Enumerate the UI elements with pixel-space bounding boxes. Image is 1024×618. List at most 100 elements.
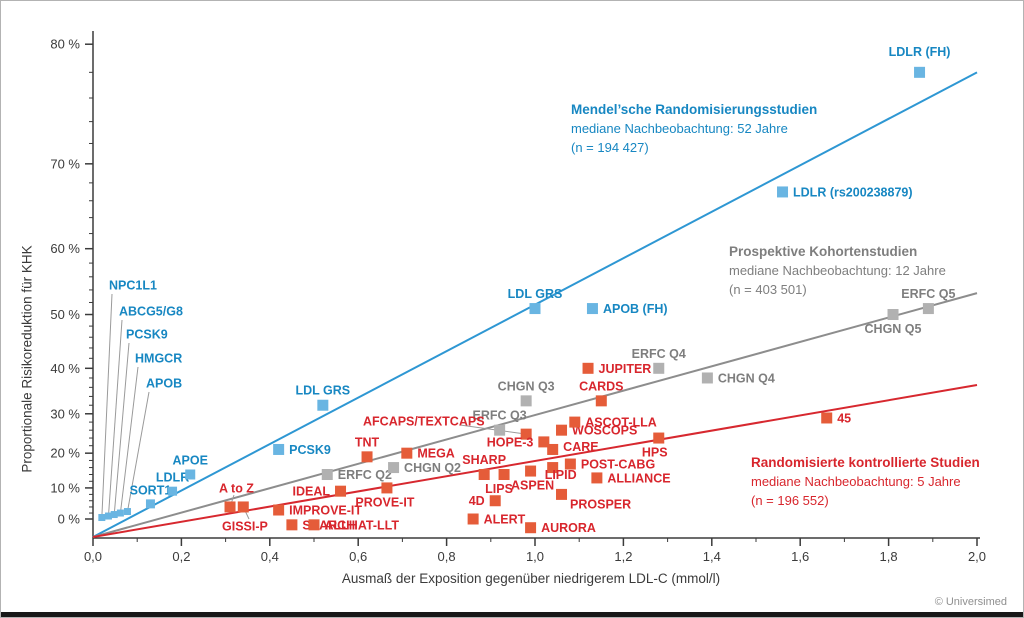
point-label-aspen: ASPEN [511,479,554,493]
point-label-hmgcr: HMGCR [135,352,182,366]
point-label-ldl-grs: LDL GRS [508,287,563,301]
leader-line-pcsk9 [113,342,130,515]
point-label-hps: HPS [642,446,668,460]
point-marker-erfc-q2 [321,469,333,481]
point-marker-pcsk9 [110,511,118,519]
leader-line-apob [126,391,150,512]
legend-n: (n = 196 552) [751,493,829,508]
point-marker-sort1 [145,499,155,509]
x-tick-label: 0,2 [172,549,190,564]
point-label-improve-it: IMPROVE-IT [289,504,362,518]
point-label-aurora: AURORA [541,521,596,535]
point-label-pcsk9: PCSK9 [289,443,331,457]
point-marker-improve-it [273,504,285,516]
point-label-pcsk9: PCSK9 [126,328,168,342]
point-label-cards: CARDS [579,379,623,393]
y-tick-label: 10 % [50,480,80,495]
point-label-ldlr: LDLR [156,471,189,485]
point-marker-post-cabg [564,458,576,470]
point-label-apob: APOB [146,377,182,391]
y-tick-label: 80 % [50,37,80,52]
point-marker-care [547,443,559,455]
point-marker-abcg5-g8 [104,512,112,520]
point-marker-4d [489,495,501,507]
point-marker-ldl-grs [317,399,329,411]
point-label-ldlr-fh: LDLR (FH) [889,45,951,59]
point-marker-alliance [591,472,603,484]
y-axis-title: Proportionale Risikoreduktion für KHK [19,245,35,473]
leader-line-npc1l1 [101,293,113,518]
point-label-care: CARE [563,440,598,454]
point-label-tnt: TNT [355,435,380,449]
x-tick-label: 1,8 [880,549,898,564]
trend-line-prospektive-kohortenstudien [92,292,978,538]
point-label-allhat-llt: ALLHAT-LLT [325,518,400,532]
point-label-ldl-grs: LDL GRS [296,384,351,398]
x-axis-title: Ausmaß der Exposition gegenüber niedrige… [341,571,721,586]
point-label-post-cabg: POST-CABG [581,458,655,472]
point-label-chgn-q5: CHGN Q5 [865,322,922,336]
y-tick-label: 20 % [50,446,80,461]
point-marker-woscops [556,424,568,436]
point-marker-prove-it [381,482,393,494]
point-label-erfc-q4: ERFC Q4 [632,347,686,361]
bottom-border-bar [1,612,1023,617]
point-label-prosper: PROSPER [570,497,631,511]
point-label-apoe: APOE [173,454,208,468]
point-marker-apob [123,508,131,516]
point-marker-ldlr-rs200238879 [777,186,789,198]
point-label-hope-3: HOPE-3 [487,435,534,449]
copyright-footer: © Universimed [934,596,1007,608]
legend-randomized-trials: Randomisierte kontrollierte Studien medi… [751,453,980,510]
point-marker-search [286,519,298,531]
point-label-ideal: IDEAL [293,485,331,499]
point-label-chgn-q4: CHGN Q4 [718,371,775,385]
point-marker-hmgcr [116,509,124,517]
point-marker-npc1l1 [98,514,106,522]
point-marker-afcaps-textcaps [520,428,532,440]
x-tick-label: 1,0 [526,549,544,564]
point-marker-mega [401,447,413,459]
point-marker-45 [821,412,833,424]
legend-prospective-cohorts: Prospektive Kohortenstudien mediane Nach… [729,242,946,299]
point-marker-ascot-lla [569,416,581,428]
legend-title: Randomisierte kontrollierte Studien [751,455,980,470]
point-label-alert: ALERT [484,513,526,527]
point-marker-chgn-q5 [887,309,899,321]
point-marker-aurora [525,522,537,534]
point-label-woscops: WOSCOPS [572,424,637,438]
point-marker-tnt [361,451,373,463]
x-tick-label: 0,0 [84,549,102,564]
point-label-45: 45 [837,411,851,425]
point-label-apob-fh: APOB (FH) [603,302,668,316]
point-marker-ldlr [168,486,178,496]
point-label-erfc-q3: ERFC Q3 [473,409,527,423]
point-marker-pcsk9 [273,443,285,455]
point-marker-ideal [335,485,347,497]
x-tick-label: 1,2 [614,549,632,564]
point-label-gissi-p: GISSI-P [222,520,268,534]
point-label-lipid: LIPID [545,468,577,482]
legend-followup: mediane Nachbeobachtung: 52 Jahre [571,121,788,136]
point-marker-cards [595,395,607,407]
x-tick-label: 0,6 [349,549,367,564]
point-label-4d: 4D [469,494,485,508]
legend-title: Prospektive Kohortenstudien [729,244,918,259]
point-marker-chgn-q3 [520,395,532,407]
point-label-erfc-q2: ERFC Q2 [338,468,392,482]
point-label-chgn-q3: CHGN Q3 [498,379,555,393]
point-label-ascot-lla: ASCOT-LLA [585,416,657,430]
x-tick-label: 0,8 [438,549,456,564]
point-label-jupiter: JUPITER [599,362,652,376]
leader-line-afcaps-textcaps [459,424,527,435]
point-marker-jupiter [582,362,594,374]
legend-followup: mediane Nachbeobachtung: 5 Jahre [751,474,961,489]
point-label-a-to-z: A to Z [219,482,254,496]
point-marker-aspen [525,465,537,477]
point-label-prove-it: PROVE-IT [355,495,414,509]
point-marker-chgn-q2 [388,462,400,474]
legend-n: (n = 403 501) [729,282,807,297]
point-label-erfc-q5: ERFC Q5 [901,287,955,301]
